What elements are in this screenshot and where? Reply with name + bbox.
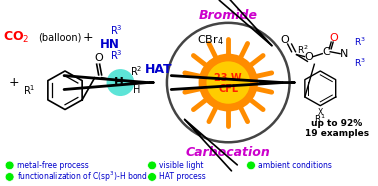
- Text: R$^1$: R$^1$: [314, 112, 326, 125]
- Circle shape: [148, 173, 156, 181]
- Circle shape: [246, 161, 256, 170]
- Circle shape: [5, 173, 14, 181]
- Text: X: X: [318, 108, 323, 117]
- Text: R$^2$: R$^2$: [297, 44, 308, 56]
- Circle shape: [5, 161, 14, 170]
- Text: ambient conditions: ambient conditions: [258, 161, 332, 170]
- Text: up to 92%
19 examples: up to 92% 19 examples: [305, 119, 369, 139]
- Text: CO$_2$: CO$_2$: [3, 30, 29, 45]
- Text: R$^3$: R$^3$: [354, 36, 366, 48]
- Text: O: O: [330, 33, 339, 43]
- Text: O: O: [94, 52, 103, 62]
- Text: R$^3$: R$^3$: [110, 49, 122, 62]
- Text: C: C: [322, 47, 330, 57]
- Text: Carbocation: Carbocation: [186, 146, 271, 159]
- Circle shape: [148, 161, 156, 170]
- Circle shape: [198, 54, 258, 111]
- Text: H: H: [113, 76, 123, 89]
- Text: R$^2$: R$^2$: [130, 64, 143, 78]
- Text: visible light: visible light: [159, 161, 203, 170]
- Text: Bromide: Bromide: [199, 9, 258, 22]
- Text: R$^1$: R$^1$: [23, 83, 35, 97]
- Text: O: O: [304, 52, 313, 62]
- Text: R$^3$: R$^3$: [110, 24, 122, 37]
- Circle shape: [206, 61, 250, 104]
- Circle shape: [167, 23, 290, 142]
- Text: O: O: [280, 35, 289, 45]
- Text: CBr$_4$: CBr$_4$: [197, 33, 224, 47]
- Text: N: N: [340, 49, 348, 59]
- Text: HAT process: HAT process: [159, 172, 206, 182]
- Text: metal-free process: metal-free process: [17, 161, 88, 170]
- Text: H: H: [133, 85, 141, 95]
- Text: functionalization of C(sp$^3$)-H bond: functionalization of C(sp$^3$)-H bond: [17, 170, 147, 184]
- Text: HN: HN: [100, 38, 119, 51]
- Text: R$^3$: R$^3$: [354, 57, 366, 70]
- Text: HAT: HAT: [145, 62, 173, 76]
- Text: 23 W: 23 W: [214, 73, 242, 83]
- Text: CFL: CFL: [218, 84, 238, 94]
- Text: (balloon): (balloon): [38, 32, 82, 42]
- Text: +: +: [9, 76, 19, 89]
- Text: +: +: [82, 31, 93, 44]
- Circle shape: [107, 69, 134, 96]
